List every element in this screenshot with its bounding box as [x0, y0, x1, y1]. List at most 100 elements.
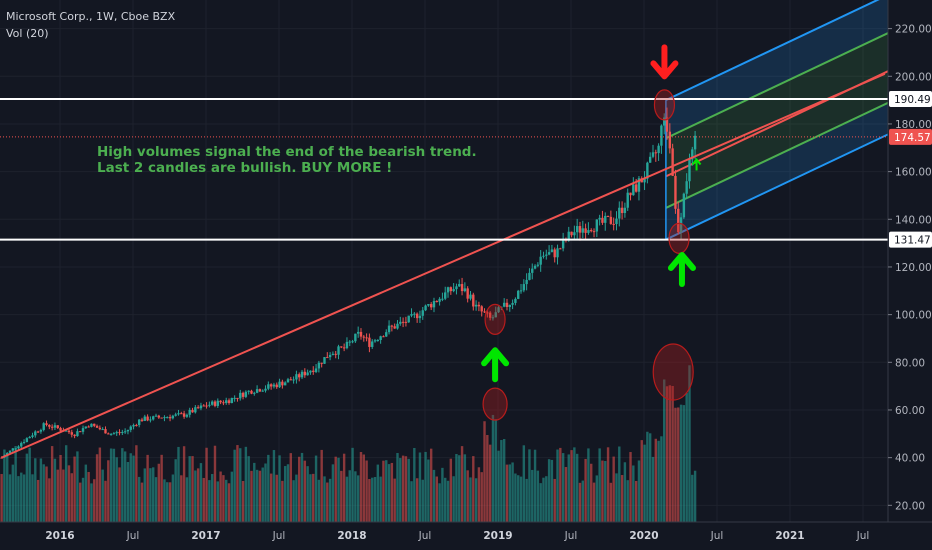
volume-bar: [691, 474, 694, 522]
candle-body: [163, 417, 166, 419]
candle-body: [458, 284, 461, 287]
analysis-note: High volumes signal the end of the beari…: [97, 144, 477, 176]
candle-body: [261, 390, 264, 392]
candle-body: [634, 184, 638, 192]
volume-bar: [230, 471, 234, 522]
candle-body: [657, 145, 660, 154]
volume-bar: [665, 386, 669, 522]
candle-body: [50, 426, 54, 428]
candle-body: [691, 149, 694, 160]
volume-bar: [236, 445, 239, 522]
candle-body: [14, 448, 17, 450]
candle-body: [278, 381, 281, 388]
candle-body: [199, 405, 203, 409]
candle-body: [81, 428, 85, 432]
candle-body: [494, 312, 497, 318]
volume-indicator-label[interactable]: Vol (20): [6, 27, 49, 40]
level-tag-support[interactable]: [889, 231, 932, 248]
time-axis-bg: [0, 522, 932, 550]
volume-bar: [222, 475, 225, 522]
candle-body: [444, 292, 447, 299]
volume-bar: [278, 455, 281, 522]
candle-body: [570, 231, 573, 236]
level-tag-resistance[interactable]: [889, 90, 932, 107]
volume-bar: [488, 444, 492, 522]
volume-bar: [564, 467, 568, 522]
volume-bar: [202, 477, 205, 522]
candle-body: [472, 294, 475, 307]
volume-bar: [376, 464, 380, 522]
candle-body: [620, 207, 624, 214]
candle-body: [340, 346, 343, 348]
volume-bar: [45, 466, 48, 522]
arrow-down-icon: [650, 44, 679, 80]
candle-body: [174, 414, 177, 416]
candle-body: [488, 312, 492, 318]
volume-bar: [640, 440, 643, 522]
volume-bar: [438, 483, 441, 522]
last-price-tag[interactable]: [889, 128, 932, 145]
time-tick-label: Jul: [856, 530, 870, 542]
symbol-title[interactable]: Microsoft Corp., 1W, Cboe BZX: [6, 10, 176, 23]
volume-bar: [137, 476, 141, 522]
volume-bar: [671, 386, 674, 522]
volume-bar: [219, 471, 222, 522]
volume-bar: [188, 456, 191, 522]
volume-bar: [660, 436, 663, 522]
small-arrow-up-icon: [691, 157, 702, 171]
candle-body: [536, 264, 540, 266]
volume-bar: [505, 464, 509, 522]
volume-bar: [345, 476, 349, 522]
volume-bar: [581, 480, 584, 522]
candle-body: [578, 226, 582, 233]
candle-body: [371, 341, 374, 347]
volume-bar: [258, 470, 262, 522]
volume-bar: [42, 464, 45, 522]
volume-bar: [455, 453, 458, 522]
volume-bar: [511, 462, 514, 522]
volume-bar: [90, 483, 93, 522]
price-axis[interactable]: 220.00 200.00 180.00 160.00 140.00 120.00 100.…: [887, 0, 932, 550]
candle-body: [385, 332, 388, 337]
candle-body: [497, 307, 500, 313]
volume-bar: [550, 459, 554, 522]
volume-bar: [182, 446, 186, 522]
price-tick-label: 80.00: [895, 357, 925, 369]
candle-body: [401, 321, 405, 323]
candle-body: [609, 216, 613, 224]
volume-bar: [275, 474, 278, 522]
candle-body: [362, 336, 365, 338]
candle-body: [56, 425, 59, 429]
price-tick-label: 100.00: [895, 310, 932, 322]
candle-body: [561, 239, 565, 249]
candle-body: [42, 423, 45, 430]
candle-body: [587, 230, 590, 233]
volume-bar: [584, 458, 587, 522]
candle-body: [626, 192, 629, 208]
candle-body: [320, 362, 323, 364]
volume-bar: [146, 454, 149, 522]
time-axis[interactable]: 2016 Jul 2017 Jul 2018 Jul 2019 Jul 2020 Jul 2021 J…: [0, 521, 932, 550]
channel-fill-upper-inner: [665, 27, 900, 177]
volume-bar: [651, 456, 655, 522]
volume-bar: [157, 463, 161, 522]
channel-upper-line: [665, 0, 880, 102]
candle-body: [64, 430, 68, 432]
candle-body: [87, 426, 90, 428]
volume-bar: [185, 477, 189, 522]
volume-bar: [480, 472, 483, 522]
candle-body: [241, 392, 245, 397]
volume-bar: [126, 462, 130, 522]
candle-body: [258, 389, 262, 392]
volume-bar: [365, 460, 368, 522]
chart-legend: Microsoft Corp., 1W, Cboe BZX Vol (20): [6, 8, 175, 42]
candle-body: [292, 379, 295, 381]
candle-body: [665, 117, 669, 132]
volume-bar: [519, 476, 523, 522]
candle-body: [59, 428, 62, 431]
candle-body: [407, 315, 410, 323]
candle-body: [390, 325, 394, 327]
candle-body: [286, 379, 290, 383]
candle-body: [93, 423, 96, 426]
